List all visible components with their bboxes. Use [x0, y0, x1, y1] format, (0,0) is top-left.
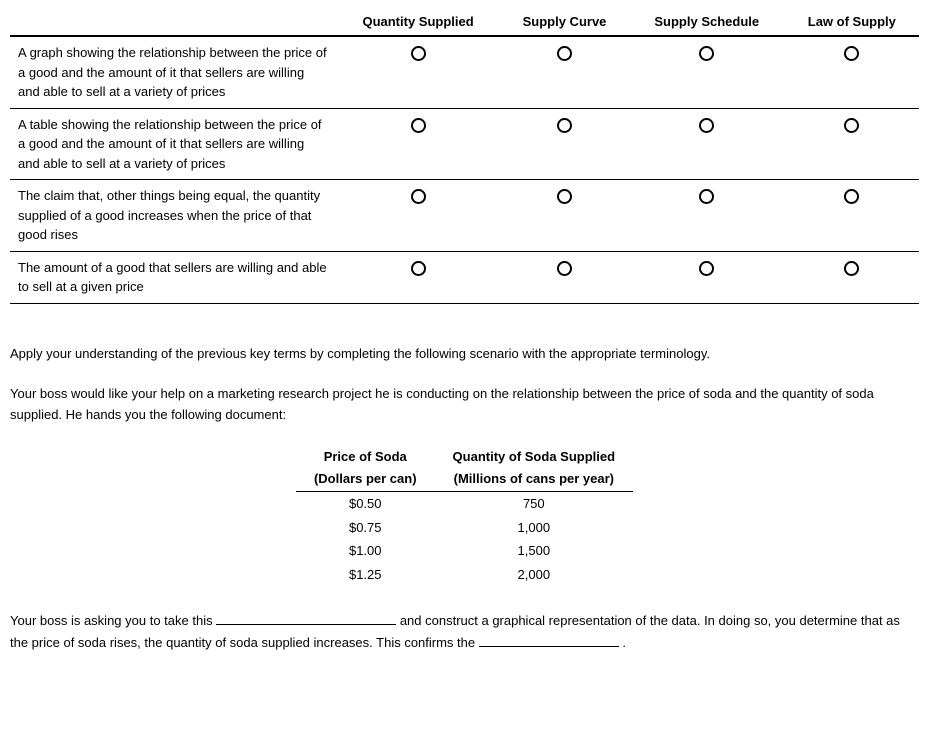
radio-option[interactable]	[844, 189, 859, 204]
radio-option[interactable]	[844, 118, 859, 133]
price-cell: $0.50	[296, 492, 435, 516]
data-row: $1.00 1,500	[296, 539, 633, 563]
blank-1[interactable]	[216, 611, 396, 625]
price-header-1: Price of Soda	[296, 446, 435, 468]
definition-cell: The claim that, other things being equal…	[10, 180, 336, 252]
definition-cell: A table showing the relationship between…	[10, 108, 336, 180]
radio-option[interactable]	[844, 261, 859, 276]
table-row: A table showing the relationship between…	[10, 108, 919, 180]
radio-option[interactable]	[557, 118, 572, 133]
radio-option[interactable]	[557, 46, 572, 61]
fill-part3: .	[619, 635, 626, 650]
radio-option[interactable]	[411, 189, 426, 204]
blank-2[interactable]	[479, 633, 619, 647]
radio-option[interactable]	[557, 189, 572, 204]
qty-header-2: (Millions of cans per year)	[435, 468, 634, 492]
qty-header-1: Quantity of Soda Supplied	[435, 446, 634, 468]
radio-option[interactable]	[844, 46, 859, 61]
fill-sentence: Your boss is asking you to take this and…	[10, 610, 919, 654]
col-header-blank	[10, 10, 336, 36]
table-row: The claim that, other things being equal…	[10, 180, 919, 252]
price-cell: $0.75	[296, 516, 435, 540]
radio-option[interactable]	[699, 118, 714, 133]
col-header-law-of-supply: Law of Supply	[785, 10, 919, 36]
radio-option[interactable]	[557, 261, 572, 276]
data-row: $0.50 750	[296, 492, 633, 516]
soda-data-table: Price of Soda Quantity of Soda Supplied …	[296, 446, 633, 586]
qty-cell: 2,000	[435, 563, 634, 587]
price-cell: $1.25	[296, 563, 435, 587]
col-header-supply-schedule: Supply Schedule	[629, 10, 785, 36]
matching-table: Quantity Supplied Supply Curve Supply Sc…	[10, 10, 919, 304]
col-header-quantity-supplied: Quantity Supplied	[336, 10, 500, 36]
radio-option[interactable]	[699, 46, 714, 61]
definition-cell: The amount of a good that sellers are wi…	[10, 251, 336, 303]
fill-part1: Your boss is asking you to take this	[10, 613, 216, 628]
radio-option[interactable]	[411, 46, 426, 61]
col-header-supply-curve: Supply Curve	[500, 10, 629, 36]
data-row: $0.75 1,000	[296, 516, 633, 540]
definition-cell: A graph showing the relationship between…	[10, 36, 336, 108]
price-cell: $1.00	[296, 539, 435, 563]
radio-option[interactable]	[411, 261, 426, 276]
qty-cell: 1,500	[435, 539, 634, 563]
table-row: A graph showing the relationship between…	[10, 36, 919, 108]
price-header-2: (Dollars per can)	[296, 468, 435, 492]
radio-option[interactable]	[699, 261, 714, 276]
table-row: The amount of a good that sellers are wi…	[10, 251, 919, 303]
scenario-body: Your boss would like your help on a mark…	[10, 384, 919, 426]
qty-cell: 750	[435, 492, 634, 516]
radio-option[interactable]	[411, 118, 426, 133]
radio-option[interactable]	[699, 189, 714, 204]
qty-cell: 1,000	[435, 516, 634, 540]
scenario-intro: Apply your understanding of the previous…	[10, 344, 919, 365]
data-row: $1.25 2,000	[296, 563, 633, 587]
